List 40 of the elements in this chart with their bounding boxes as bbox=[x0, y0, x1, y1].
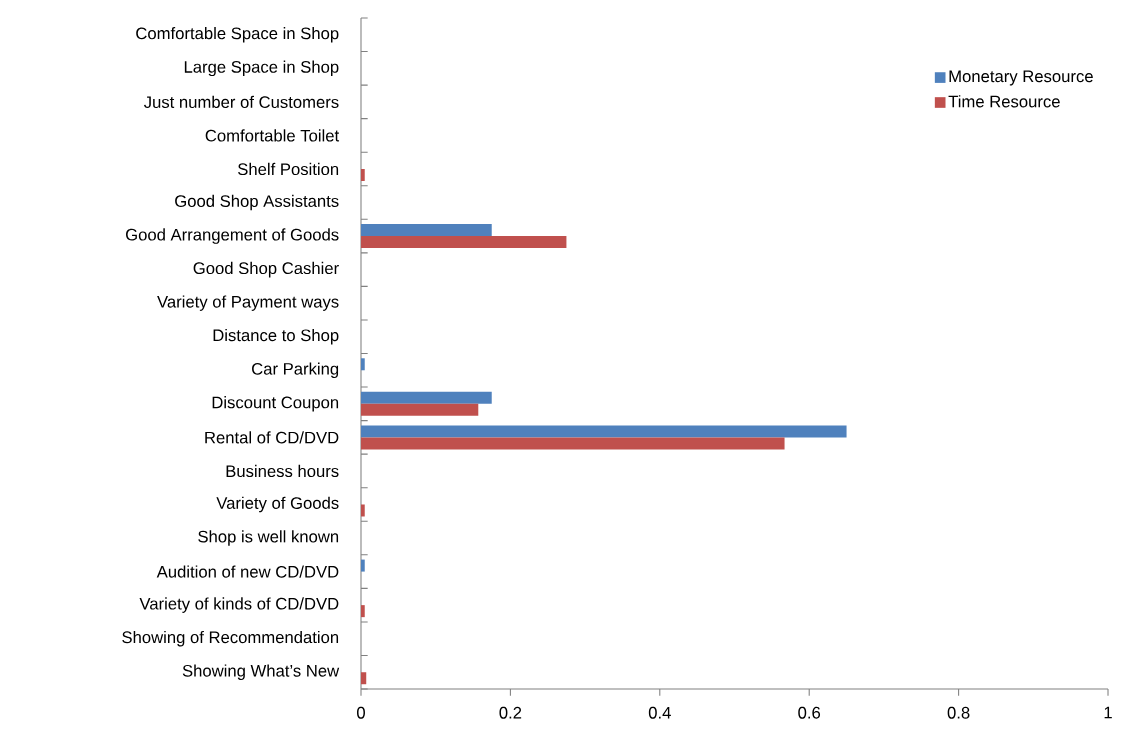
y-tick-label: Large Space in Shop bbox=[184, 60, 339, 77]
x-tick-label: 0.8 bbox=[947, 706, 970, 719]
bar bbox=[361, 391, 492, 404]
y-tick-label: Variety of kinds of CD/DVD bbox=[139, 597, 339, 613]
bar bbox=[361, 605, 365, 618]
y-tick-label: Rental of CD/DVD bbox=[205, 431, 339, 444]
y-tick-label: Good Arrangement of Goods bbox=[126, 228, 339, 244]
x-tick-label: 1 bbox=[1104, 706, 1112, 719]
bar bbox=[361, 504, 365, 517]
x-tick-label: 0.2 bbox=[499, 706, 522, 719]
bar bbox=[361, 672, 367, 685]
y-tick-label: Discount Coupon bbox=[212, 396, 339, 412]
x-tick-label: 0.6 bbox=[798, 706, 821, 719]
y-tick-label: Variety of Payment ways bbox=[157, 295, 339, 311]
y-tick-label: Showing What’s New bbox=[182, 664, 340, 680]
legend-label: Time Resource bbox=[948, 95, 1060, 108]
y-tick-label: Shelf Position bbox=[238, 162, 339, 176]
bar bbox=[361, 236, 567, 249]
y-tick-label: Just number of Customers bbox=[143, 95, 339, 109]
x-tick-label: 0.4 bbox=[648, 706, 671, 719]
y-tick-label: Showing of Recommendation bbox=[122, 630, 339, 647]
bar bbox=[361, 425, 847, 438]
y-tick-label: Comfortable Toilet bbox=[205, 129, 340, 142]
y-tick-label: Audition of new CD/DVD bbox=[156, 565, 339, 578]
bar bbox=[361, 358, 365, 371]
bar bbox=[361, 224, 492, 237]
bar bbox=[361, 559, 365, 572]
y-tick-label: Car Parking bbox=[252, 362, 339, 379]
x-tick-label: 0 bbox=[357, 706, 365, 719]
y-tick-label: Good Shop Cashier bbox=[193, 261, 339, 278]
y-tick-label: Business hours bbox=[226, 464, 339, 478]
bar bbox=[361, 437, 785, 450]
y-tick-label: Distance to Shop bbox=[213, 328, 339, 345]
y-tick-label: Variety of Goods bbox=[216, 496, 339, 513]
bar bbox=[361, 168, 365, 181]
y-tick-label: Comfortable Space in Shop bbox=[136, 27, 339, 43]
bar bbox=[361, 403, 479, 416]
y-tick-label: Good Shop Assistants bbox=[175, 194, 339, 211]
legend-label: Monetary Resource bbox=[949, 70, 1093, 86]
y-tick-label: Shop is well known bbox=[198, 530, 339, 546]
